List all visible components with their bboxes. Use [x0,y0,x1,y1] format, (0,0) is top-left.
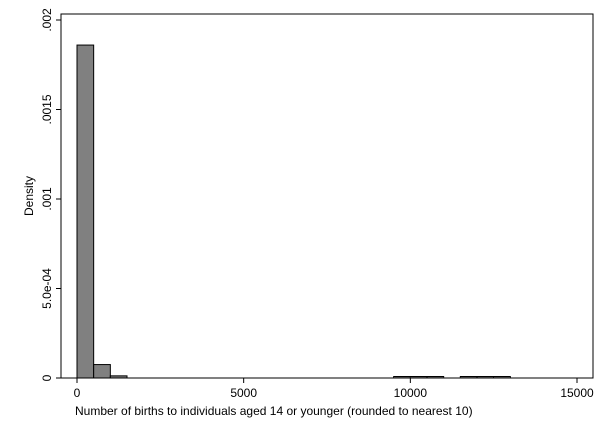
histogram-bar-5 [426,376,445,379]
y-tick-label-4: .002 [40,8,54,32]
y-tick-label-1: 5.0e-04 [40,268,54,309]
histogram-bar-4 [409,376,428,379]
x-axis-title: Number of births to individuals aged 14 … [75,404,473,418]
histogram-bar-1 [93,364,111,379]
x-tick-label-2: 10000 [394,386,428,400]
histogram-bar-6 [459,376,478,379]
x-tick-label-3: 15000 [560,386,594,400]
histogram-bar-7 [476,376,495,379]
y-axis-title: Density [22,176,36,216]
y-tick-label-0: 0 [40,374,54,381]
y-tick-label-3: .0015 [40,94,54,124]
y-tick-label-2: .001 [40,187,54,211]
y-axis: 0 5.0e-04 .001 .0015 .002 [40,8,61,381]
bars-group [76,44,511,379]
x-tick-label-1: 5000 [230,386,257,400]
histogram-bar-2 [109,375,128,379]
histogram-bar-3 [393,376,411,379]
plot-frame [60,13,594,379]
x-axis: 0 5000 10000 15000 [74,378,594,400]
x-tick-label-0: 0 [74,386,81,400]
histogram-bar-0 [76,44,95,379]
histogram-bar-8 [493,376,511,379]
